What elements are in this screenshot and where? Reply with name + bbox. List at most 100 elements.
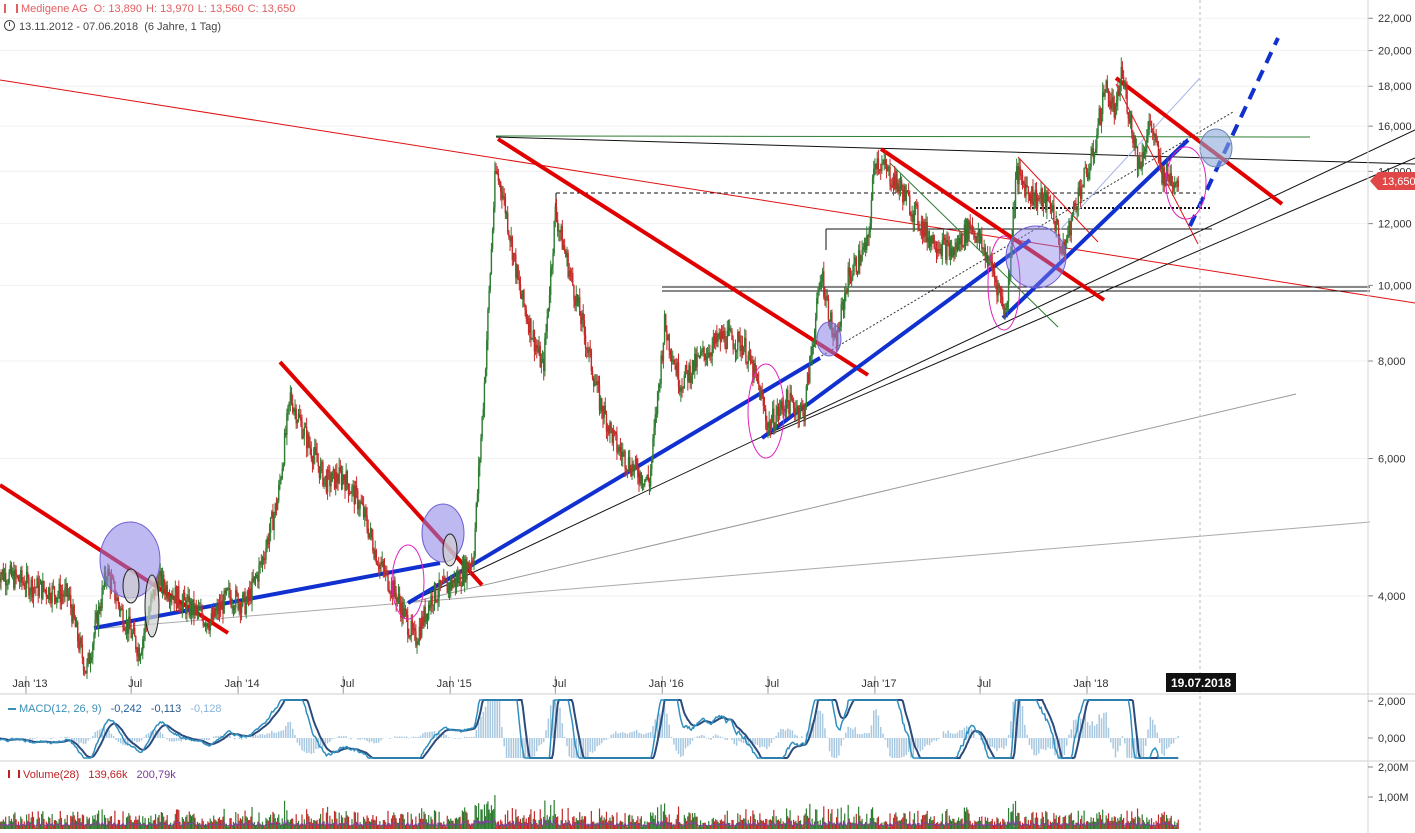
volume-bar <box>1175 826 1177 829</box>
candle-body <box>407 614 409 636</box>
volume-bar <box>375 816 377 829</box>
volume-bar <box>245 816 247 829</box>
candle-body <box>749 350 752 364</box>
candle-body <box>1045 191 1047 210</box>
volume-bar <box>89 824 92 829</box>
candle-body <box>638 477 640 483</box>
candle-body <box>554 206 557 221</box>
candle-body <box>763 405 766 410</box>
candle-body <box>661 355 663 361</box>
candle-body <box>137 647 139 657</box>
candle-body <box>461 564 464 586</box>
candle-body <box>331 471 333 482</box>
candle-body <box>353 485 355 505</box>
volume-bar <box>225 823 228 829</box>
candle-body <box>845 290 847 294</box>
candle-body <box>280 478 282 481</box>
candle-body <box>66 583 68 597</box>
volume-bar <box>122 811 124 829</box>
volume-bar <box>1146 817 1148 829</box>
volume-bar <box>751 824 753 829</box>
volume-bar <box>729 822 731 829</box>
volume-bar <box>203 824 205 829</box>
volume-bar <box>233 823 236 829</box>
volume-legend[interactable]: Volume(28) 139,66k 200,79k <box>8 769 176 781</box>
volume-bar <box>62 824 64 829</box>
candle-body <box>616 434 618 453</box>
volume-bar <box>472 823 474 829</box>
volume-bar <box>567 807 569 829</box>
candle-body <box>592 378 595 386</box>
candle-body <box>1022 181 1025 184</box>
volume-bar <box>1010 812 1012 829</box>
candle-body <box>1097 124 1099 135</box>
candle-body <box>475 503 478 529</box>
volume-bar <box>935 822 938 829</box>
candle-body <box>795 409 797 415</box>
candle-body <box>439 579 441 587</box>
volume-bar <box>1124 826 1126 829</box>
macd-legend[interactable]: MACD(12, 26, 9) -0,242 -0,113 -0,128 <box>8 703 222 715</box>
volume-bar <box>906 823 909 829</box>
volume-bar <box>145 824 147 829</box>
candle-body <box>624 451 626 469</box>
volume-bar <box>558 824 560 829</box>
volume-bar <box>1067 823 1069 829</box>
volume-bar <box>583 816 585 829</box>
volume-bar <box>856 825 859 829</box>
volume-bar <box>433 810 436 829</box>
candle-body <box>530 318 532 340</box>
candle-body <box>386 570 388 572</box>
candle-body <box>735 349 738 353</box>
candle-body <box>498 181 501 183</box>
volume-bar <box>529 814 531 829</box>
volume-bar <box>292 818 294 829</box>
candle-body <box>228 587 230 590</box>
volume-bar <box>7 825 9 829</box>
volume-bar <box>911 824 913 829</box>
candle-body <box>536 344 538 349</box>
volume-bar <box>831 809 833 829</box>
candle-body <box>490 248 493 274</box>
candle-body <box>654 414 656 428</box>
volume-bar <box>945 810 947 829</box>
volume-bar <box>184 821 186 829</box>
candle-body <box>695 353 697 368</box>
candle-body <box>644 479 646 486</box>
volume-average-value: 200,79k <box>136 769 176 781</box>
volume-bar <box>308 816 310 829</box>
volume-bar <box>734 824 737 829</box>
volume-bar <box>1143 822 1146 829</box>
candle-body <box>468 565 471 569</box>
candle-body <box>824 296 826 301</box>
volume-bar <box>100 825 102 829</box>
candle-body <box>818 289 820 292</box>
candle-body <box>599 398 602 411</box>
volume-bar <box>350 826 352 829</box>
candle-body <box>770 421 773 430</box>
candle-body <box>869 222 871 232</box>
volume-bar <box>698 825 701 829</box>
volume-bar <box>272 811 274 829</box>
candle-body <box>165 585 167 595</box>
candle-body <box>659 383 661 385</box>
volume-bar <box>780 818 782 829</box>
macd-value: -0,242 <box>110 703 142 715</box>
candle-body <box>335 472 337 489</box>
candle-body <box>0 574 2 583</box>
volume-bar <box>276 817 279 829</box>
price-tick-label: 20,000 <box>1378 46 1412 58</box>
candle-body <box>537 348 539 352</box>
candle-body <box>87 653 89 663</box>
candle-body <box>225 588 228 594</box>
candle-body <box>1111 97 1113 109</box>
candle-body <box>1072 203 1075 213</box>
volume-bar <box>934 823 936 829</box>
candle-body <box>974 230 976 238</box>
volume-bar <box>894 814 896 829</box>
candle-body <box>1013 208 1016 210</box>
candle-body <box>245 602 247 615</box>
volume-bar <box>998 823 1000 829</box>
volume-bar <box>201 818 203 829</box>
